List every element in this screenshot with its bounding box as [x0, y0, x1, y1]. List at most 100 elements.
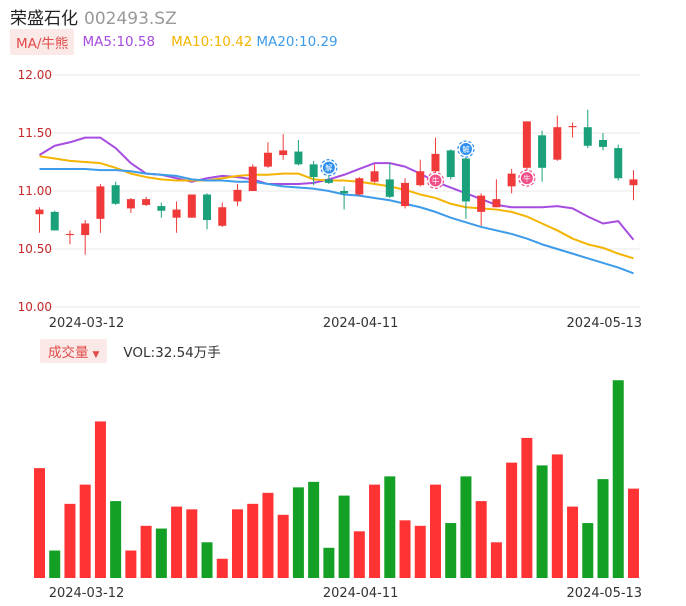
candle	[126, 197, 135, 214]
candle-body	[614, 148, 623, 179]
volume-bar	[567, 506, 579, 578]
candle	[203, 193, 212, 230]
volume-bar	[612, 380, 624, 578]
candle	[157, 202, 166, 218]
candle-body	[172, 209, 181, 218]
volume-indicator-button[interactable]: 成交量 ▼	[40, 339, 108, 363]
candle-body	[629, 179, 638, 186]
volume-bar	[369, 484, 381, 578]
stock-code: 002493.SZ	[84, 9, 177, 29]
volume-x-tick-label: 2024-03-12	[49, 586, 125, 601]
candle-body	[340, 191, 349, 194]
candle	[492, 179, 501, 208]
candle-body	[279, 150, 288, 156]
y-tick-label: 10.50	[18, 242, 52, 256]
signal-badge-blue: 解	[457, 140, 475, 158]
candle	[355, 177, 364, 196]
candle-body	[355, 178, 364, 195]
badge-dot	[322, 161, 335, 174]
candle-body	[218, 207, 227, 226]
candle-body	[477, 195, 486, 212]
badge-label: 解	[462, 144, 470, 154]
caret-down-icon: ▼	[92, 350, 100, 360]
candle	[461, 155, 470, 219]
candle	[309, 160, 318, 186]
candle-body	[568, 126, 577, 128]
volume-bar	[445, 523, 457, 578]
candle-body	[96, 186, 105, 219]
volume-bar	[460, 476, 472, 578]
candle-body	[385, 179, 394, 197]
candle-body	[203, 194, 212, 220]
candle-body	[294, 151, 303, 165]
candle-body	[538, 135, 547, 168]
candle	[50, 210, 59, 231]
x-tick-label: 2024-04-11	[323, 316, 399, 331]
candle-body	[263, 152, 272, 167]
badge-dot	[520, 172, 533, 185]
candle	[35, 207, 44, 233]
volume-bar	[64, 503, 76, 578]
candle	[142, 196, 151, 207]
candle-body	[370, 171, 379, 182]
volume-bar	[338, 495, 350, 578]
candle	[385, 163, 394, 198]
volume-bar	[521, 437, 533, 578]
ma5-label: MA5:10.58	[82, 34, 156, 50]
volume-bar	[231, 509, 243, 578]
candle-body	[81, 223, 90, 236]
candle-body	[583, 127, 592, 146]
volume-bar	[34, 468, 45, 578]
candle	[446, 149, 455, 180]
candle-body	[324, 179, 333, 183]
candle-body	[111, 185, 120, 204]
candle-body	[126, 199, 135, 209]
badge-dot	[459, 143, 472, 156]
candle-body	[416, 171, 425, 186]
candle-body	[309, 164, 318, 178]
candle	[218, 202, 227, 227]
volume-bar	[140, 525, 152, 578]
ma-indicator-button[interactable]: MA/牛熊	[10, 29, 75, 55]
volume-bar	[125, 550, 137, 578]
candle	[416, 159, 425, 187]
candle	[370, 164, 379, 183]
volume-bar	[216, 558, 228, 578]
candle-body	[248, 166, 257, 191]
volume-bar	[475, 501, 487, 578]
candle	[583, 109, 592, 149]
candle-body	[599, 139, 608, 147]
ma5-line	[38, 136, 635, 241]
candle-body	[492, 199, 501, 208]
volume-bar	[247, 503, 259, 578]
candle-body	[65, 233, 74, 236]
candle	[401, 178, 410, 209]
signal-badge-blue: 解	[320, 159, 338, 177]
candle	[96, 184, 105, 233]
candle-body	[461, 158, 470, 202]
candle	[81, 220, 90, 255]
candle	[248, 164, 257, 191]
volume-bar	[186, 509, 198, 578]
volume-bar	[308, 481, 320, 578]
volume-bar	[155, 528, 167, 578]
volume-bar	[490, 542, 502, 578]
volume-bar	[551, 454, 563, 578]
volume-bar	[597, 479, 609, 578]
candle	[172, 201, 181, 233]
candle	[233, 184, 242, 207]
candle-body	[187, 194, 196, 218]
volume-bar	[384, 476, 396, 578]
candle-body	[507, 173, 516, 187]
ma20-label: MA20:10.29	[256, 34, 338, 50]
candle	[614, 144, 623, 181]
candle	[279, 134, 288, 160]
volume-bar	[262, 492, 274, 578]
y-tick-label: 12.00	[18, 68, 52, 82]
candle-body	[142, 199, 151, 205]
ma10-line	[39, 155, 634, 260]
candle-body	[157, 206, 166, 211]
stock-title: 荣盛石化 002493.SZ	[10, 4, 177, 29]
volume-indicator-label: 成交量	[48, 345, 89, 361]
